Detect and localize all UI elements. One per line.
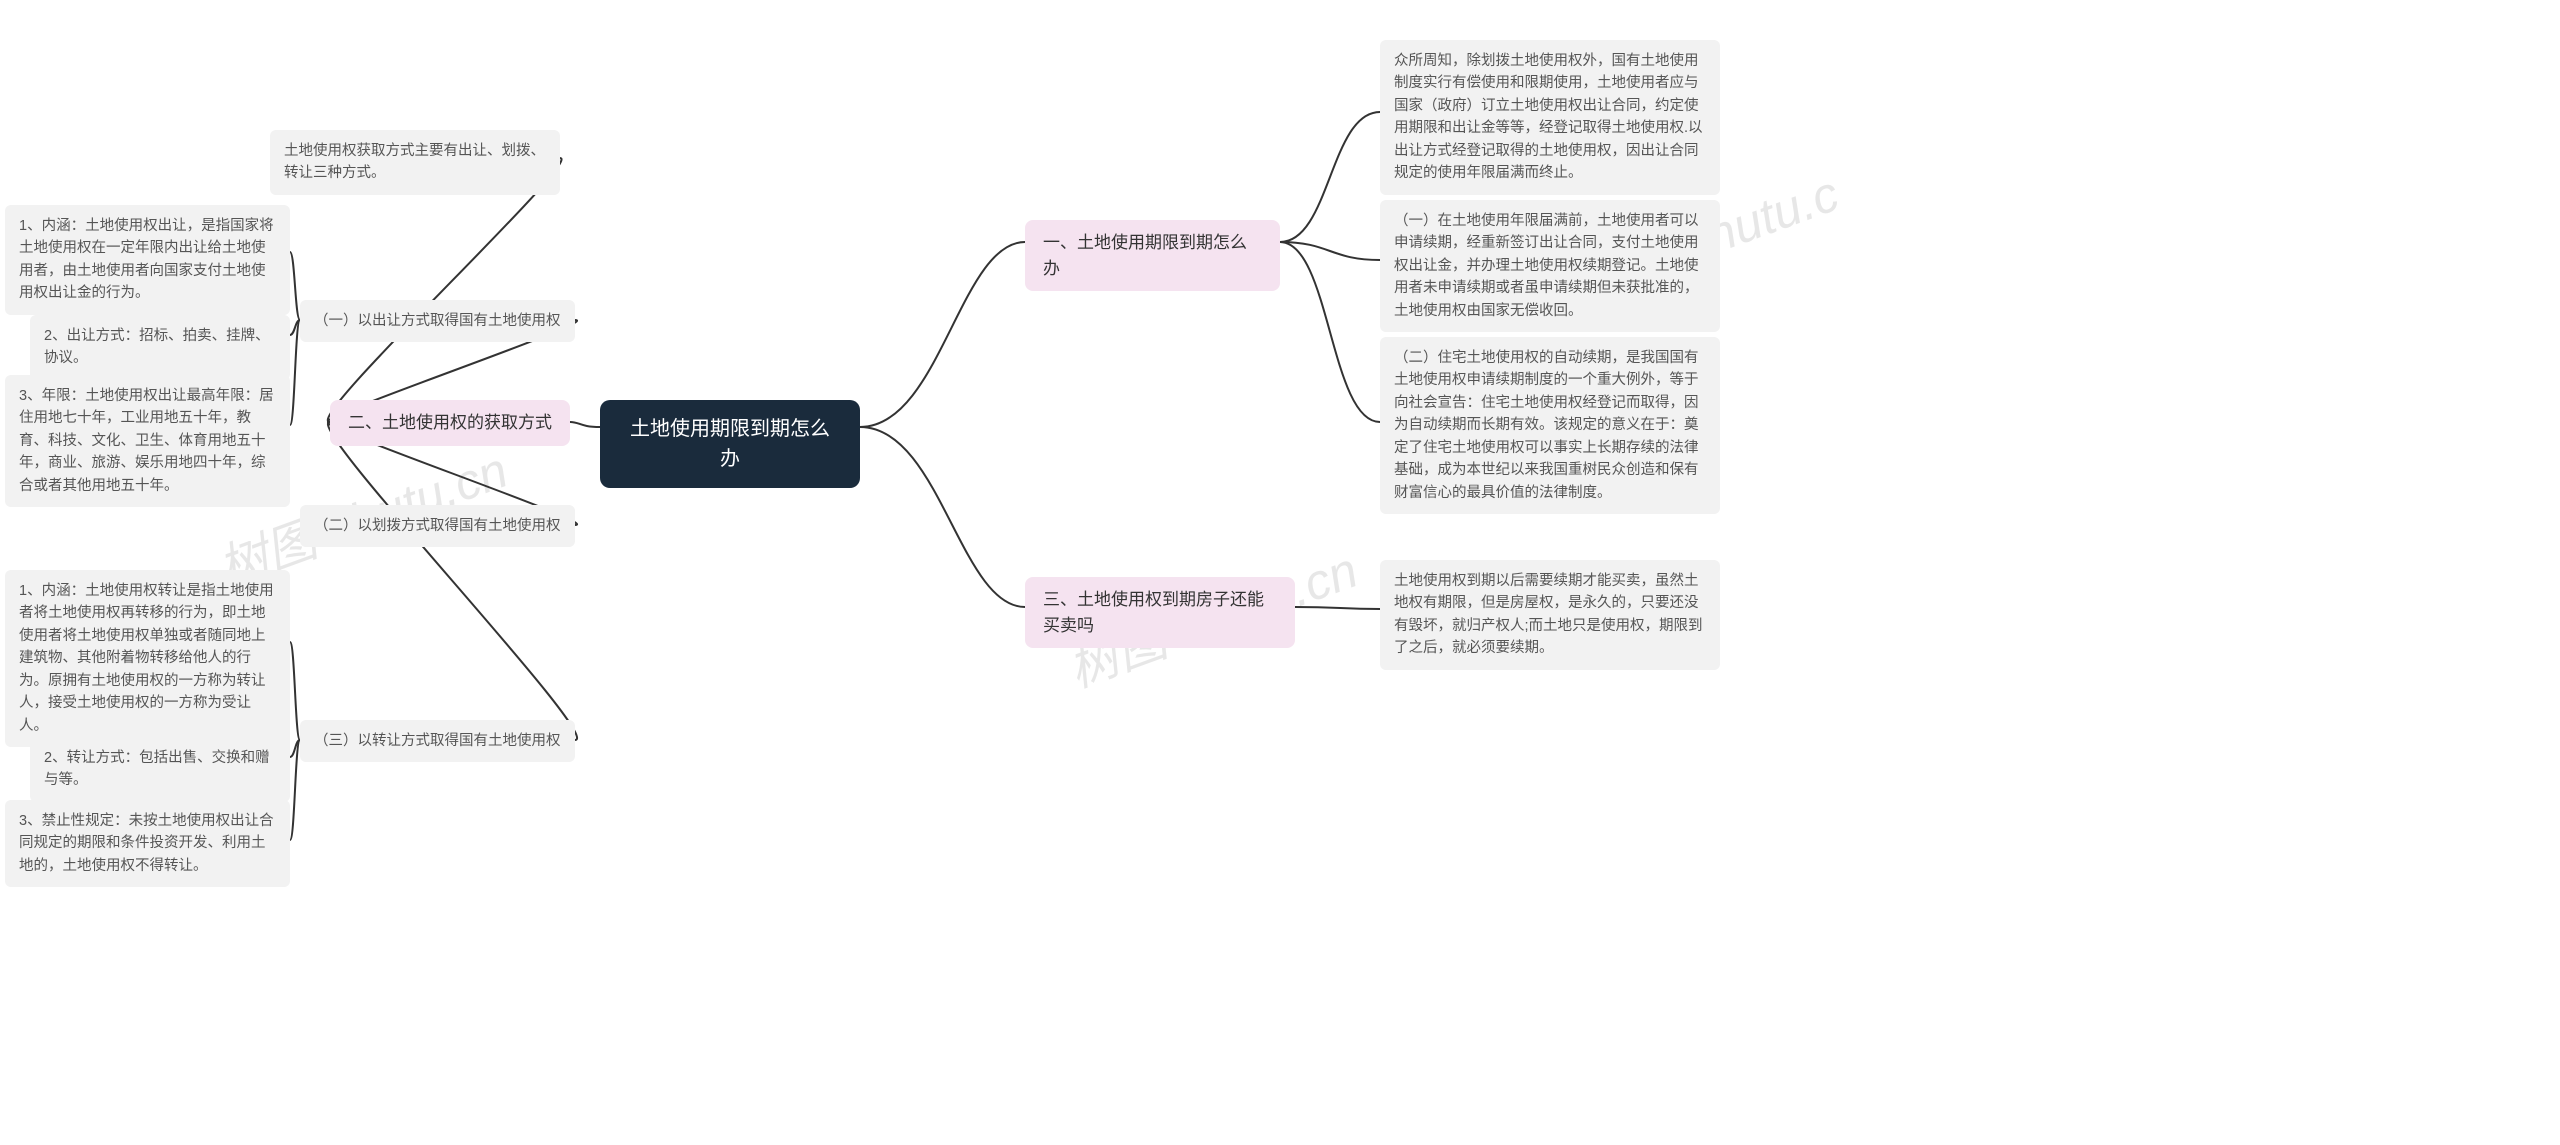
branch-1-leaf-3: （二）住宅土地使用权的自动续期，是我国国有土地使用权申请续期制度的一个重大例外，… bbox=[1380, 337, 1720, 514]
branch-2-leaf-3-sub-1: 1、内涵：土地使用权转让是指土地使用者将土地使用权再转移的行为，即土地使用者将土… bbox=[5, 570, 290, 747]
branch-2-leaf-3-sub-3: 3、禁止性规定：未按土地使用权出让合同规定的期限和条件投资开发、利用土地的，土地… bbox=[5, 800, 290, 887]
branch-3[interactable]: 三、土地使用权到期房子还能买卖吗 bbox=[1025, 577, 1295, 648]
branch-1-leaf-1: 众所周知，除划拨土地使用权外，国有土地使用制度实行有偿使用和限期使用，土地使用者… bbox=[1380, 40, 1720, 195]
branch-2-leaf-1: （一）以出让方式取得国有土地使用权 bbox=[300, 300, 575, 342]
branch-2[interactable]: 二、土地使用权的获取方式 bbox=[330, 400, 570, 446]
branch-2-leaf-3: （三）以转让方式取得国有土地使用权 bbox=[300, 720, 575, 762]
branch-2-leaf-1-sub-1: 1、内涵：土地使用权出让，是指国家将土地使用权在一定年限内出让给土地使用者，由土… bbox=[5, 205, 290, 315]
branch-1[interactable]: 一、土地使用期限到期怎么办 bbox=[1025, 220, 1280, 291]
root-node[interactable]: 土地使用期限到期怎么办 bbox=[600, 400, 860, 488]
branch-2-leaf-2: （二）以划拨方式取得国有土地使用权 bbox=[300, 505, 575, 547]
branch-2-leaf-0: 土地使用权获取方式主要有出让、划拨、转让三种方式。 bbox=[270, 130, 560, 195]
branch-2-leaf-3-sub-2: 2、转让方式：包括出售、交换和赠与等。 bbox=[30, 737, 290, 802]
branch-3-leaf-1: 土地使用权到期以后需要续期才能买卖，虽然土地权有期限，但是房屋权，是永久的，只要… bbox=[1380, 560, 1720, 670]
branch-1-leaf-2: （一）在土地使用年限届满前，土地使用者可以申请续期，经重新签订出让合同，支付土地… bbox=[1380, 200, 1720, 332]
branch-2-leaf-1-sub-2: 2、出让方式：招标、拍卖、挂牌、协议。 bbox=[30, 315, 290, 380]
branch-2-leaf-1-sub-3: 3、年限：土地使用权出让最高年限：居住用地七十年，工业用地五十年，教育、科技、文… bbox=[5, 375, 290, 507]
